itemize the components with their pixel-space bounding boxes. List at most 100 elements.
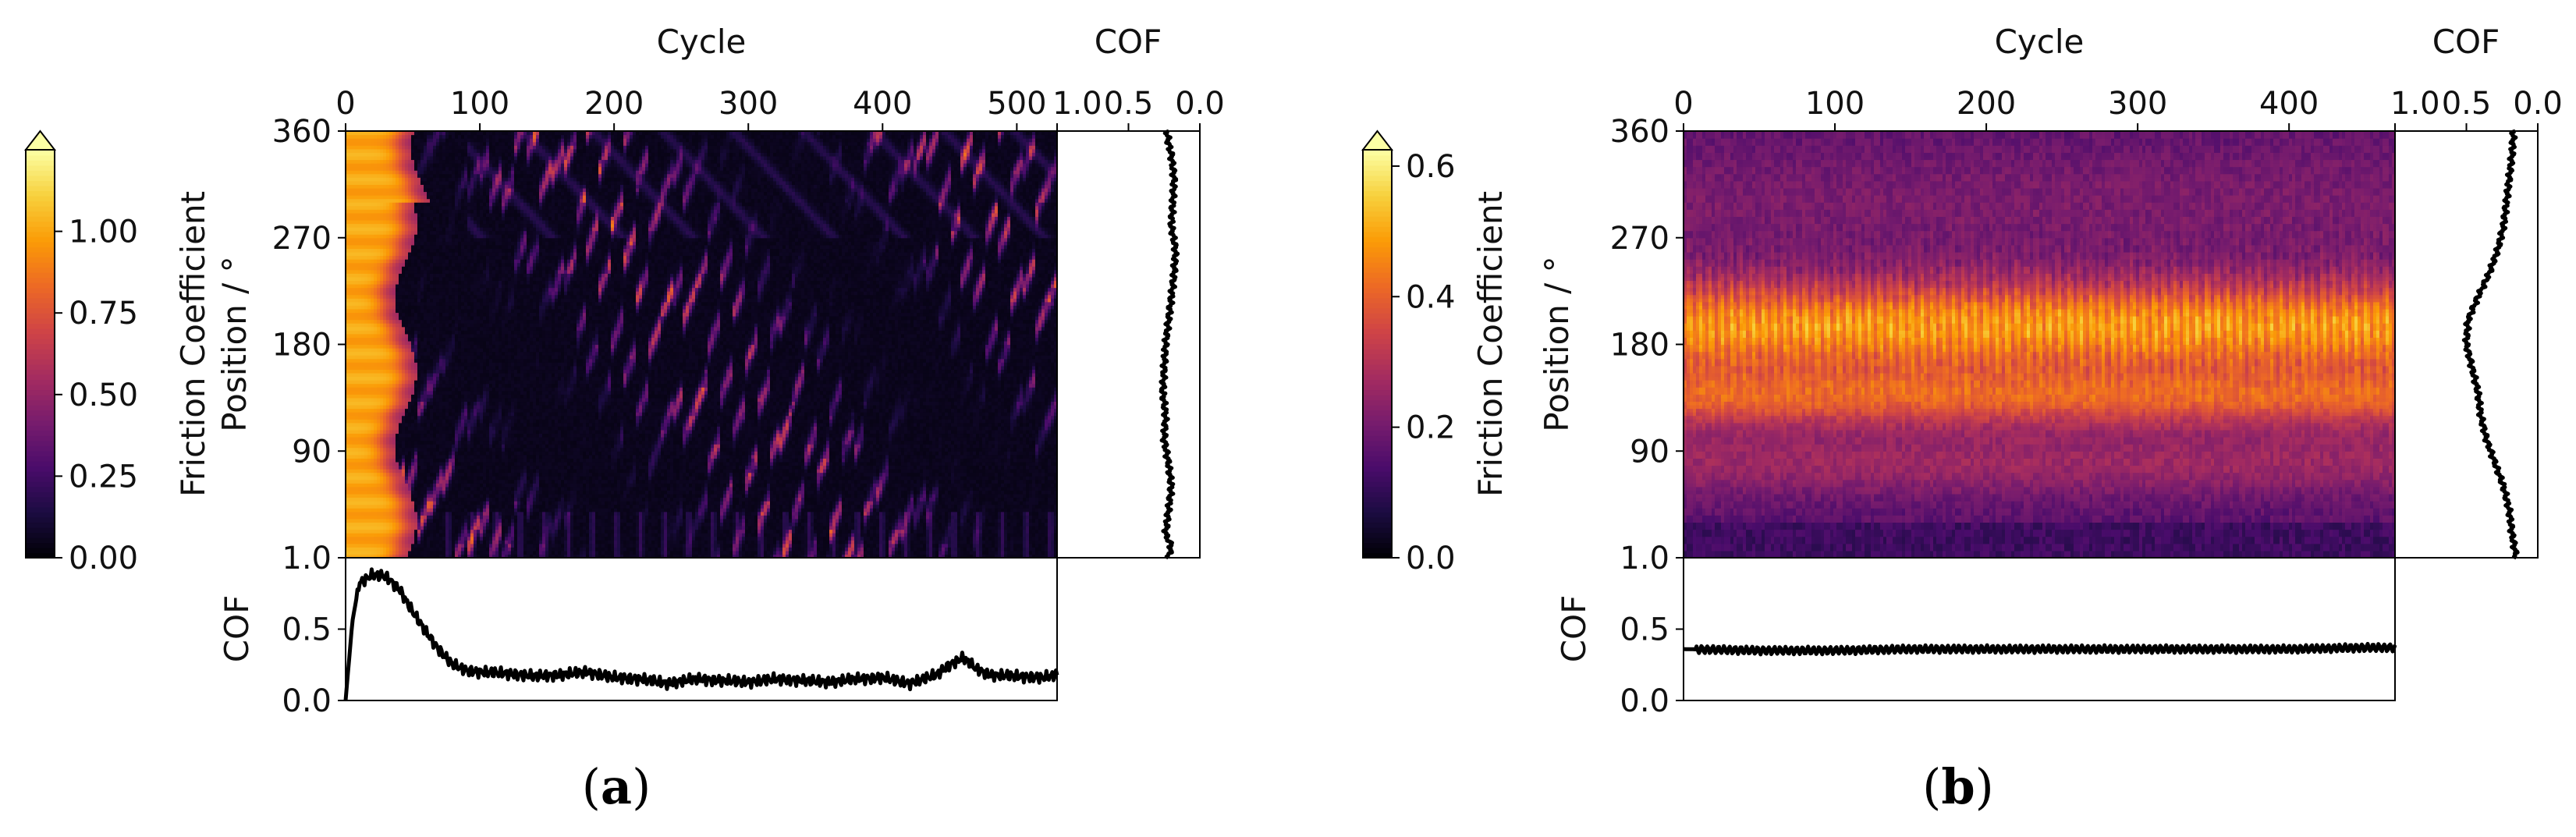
heatmap-cell — [389, 248, 393, 252]
heatmap-cell — [389, 465, 393, 469]
heatmap-cell — [380, 216, 384, 220]
heatmap-cell — [389, 195, 393, 199]
heatmap-cell — [355, 231, 359, 235]
heatmap-cell — [396, 330, 399, 334]
heatmap-cell — [377, 494, 381, 498]
heatmap-cell — [355, 330, 359, 334]
heatmap-cell — [399, 135, 403, 139]
heatmap-cell — [396, 277, 399, 281]
heatmap-cell — [377, 298, 381, 302]
heatmap-cell — [408, 270, 412, 274]
heatmap-cell — [355, 202, 359, 206]
heatmap-cell — [358, 167, 362, 171]
heatmap-cell — [352, 345, 356, 349]
heatmap-cell — [408, 224, 412, 228]
heatmap-cell — [371, 458, 374, 462]
heatmap-cell — [377, 465, 381, 469]
heatmap-cell — [389, 537, 393, 541]
heatmap-cell — [352, 473, 356, 477]
heatmap-cell — [367, 430, 371, 434]
heatmap-cell — [414, 473, 418, 477]
heatmap-cell — [405, 540, 409, 544]
heatmap-cell — [349, 209, 353, 213]
heatmap-cell — [414, 302, 418, 306]
heatmap-cell — [405, 224, 409, 228]
heatmap-cell — [377, 206, 381, 210]
heatmap-cell — [355, 291, 359, 295]
heatmap-cell — [349, 231, 353, 235]
heatmap-cell — [417, 512, 421, 516]
heatmap-cell — [352, 216, 356, 220]
heatmap-cell — [405, 270, 409, 274]
heatmap-cell — [396, 323, 399, 327]
heatmap-cell — [414, 522, 418, 526]
heatmap-cell — [367, 159, 371, 163]
heatmap-cell — [355, 352, 359, 356]
heatmap-cell — [377, 252, 381, 256]
heatmap-cell — [361, 533, 365, 537]
heatmap-cell — [367, 348, 371, 352]
heatmap-cell — [352, 224, 356, 228]
heatmap-cell — [414, 163, 418, 167]
heatmap-cell — [352, 480, 356, 484]
heatmap-cell — [402, 512, 406, 516]
heatmap-cell — [349, 362, 353, 366]
heatmap-cell — [352, 191, 356, 195]
heatmap-cell — [355, 152, 359, 156]
heatmap-cell — [392, 334, 396, 338]
heatmap-cell — [389, 369, 393, 373]
heatmap-cell — [417, 316, 421, 320]
heatmap-cell — [405, 149, 409, 153]
heatmap-cell — [352, 248, 356, 252]
heatmap-cell — [377, 405, 381, 409]
heatmap-cell — [408, 199, 412, 203]
heatmap-cell — [386, 334, 390, 338]
heatmap-cell — [414, 359, 418, 363]
heatmap-cell — [352, 352, 356, 356]
heatmap-cell — [349, 551, 353, 555]
heatmap-cell — [417, 152, 421, 156]
heatmap-cell — [399, 195, 403, 199]
heatmap-cell — [396, 515, 399, 519]
heatmap-cell — [408, 188, 412, 192]
heatmap-cell — [349, 433, 353, 437]
heatmap-cell — [389, 259, 393, 263]
heatmap-cell — [383, 149, 387, 153]
heatmap-cell — [364, 181, 368, 185]
heatmap-cell — [405, 170, 409, 174]
heatmap-cell — [383, 547, 387, 551]
heatmap-cell — [399, 320, 403, 324]
heatmap-cell — [399, 184, 403, 188]
heatmap-cell — [374, 149, 378, 153]
heatmap-cell — [414, 451, 418, 455]
heatmap-cell — [411, 505, 415, 509]
heatmap-cell — [417, 277, 421, 281]
heatmap-cell — [402, 547, 406, 551]
heatmap-cell — [364, 398, 368, 402]
heatmap-cell — [352, 391, 356, 395]
heatmap-cell — [417, 295, 421, 299]
heatmap-cell — [364, 231, 368, 235]
heatmap-cell — [361, 544, 365, 548]
heatmap-cell — [411, 494, 415, 498]
heatmap-cell — [383, 213, 387, 217]
heatmap-cell — [371, 423, 374, 427]
heatmap-cell — [349, 227, 353, 231]
heatmap-cell — [392, 540, 396, 544]
heatmap-cell — [358, 373, 362, 377]
heatmap-cell — [386, 248, 390, 252]
heatmap-cell — [374, 522, 378, 526]
heatmap-cell — [417, 498, 421, 502]
heatmap-cell — [386, 380, 390, 384]
heatmap-cell — [352, 209, 356, 213]
heatmap-cell — [405, 473, 409, 477]
heatmap-cell — [383, 544, 387, 548]
heatmap-cell — [420, 231, 424, 235]
heatmap-cell — [374, 206, 378, 210]
heatmap-cell — [383, 323, 387, 327]
heatmap-cell — [361, 384, 365, 388]
heatmap-cell — [352, 288, 356, 292]
heatmap-cell — [408, 273, 412, 277]
heatmap-cell — [358, 159, 362, 163]
heatmap-cell — [371, 515, 374, 519]
